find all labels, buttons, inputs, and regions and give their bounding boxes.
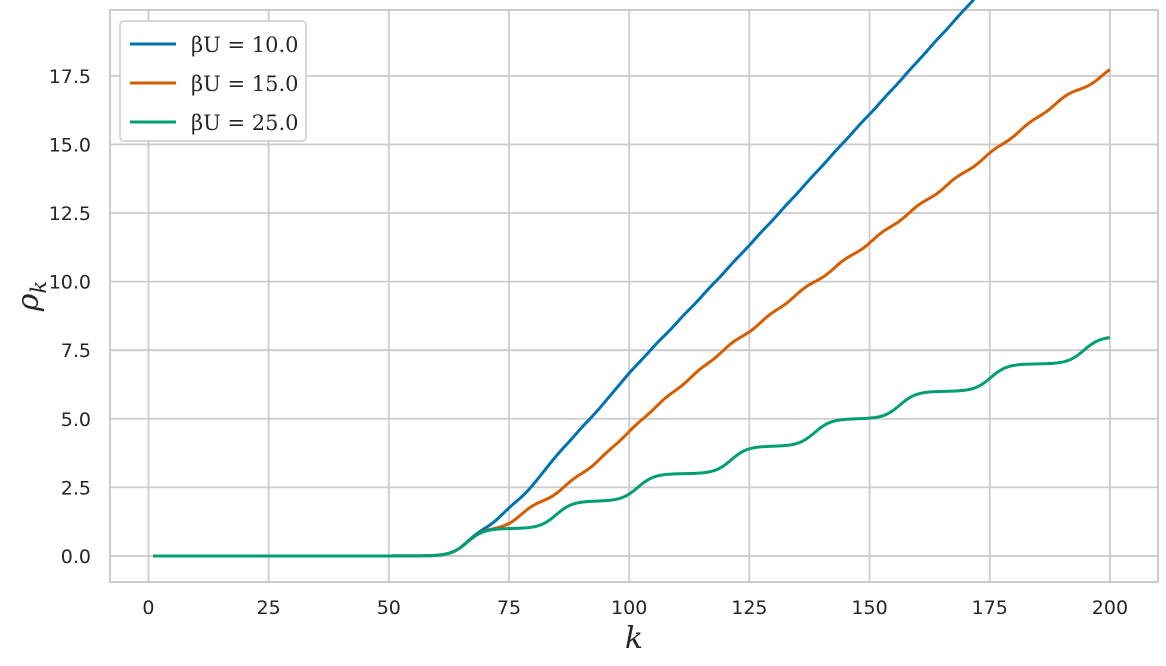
legend-label: βU = 10.0 [191,33,299,57]
y-tick-label: 0.0 [61,546,91,568]
legend: βU = 10.0 βU = 15.0 βU = 25.0 [119,20,307,142]
x-tick-label: 0 [142,597,154,619]
y-tick-label: 12.5 [49,203,91,225]
x-axis-label: k [625,621,643,656]
y-tick-label: 15.0 [49,134,91,156]
y-tick-label: 5.0 [61,409,91,431]
plot-frame [109,9,1159,583]
tick-labels: 0 25 50 75 100 125 150 175 200 0.0 2.5 5.0 7.5 10.0 12… [49,66,1128,619]
series-line-3 [152,336,1111,558]
legend-box [119,20,307,142]
x-tick-label: 200 [1092,597,1128,619]
series-line-2 [152,68,1111,558]
grid [110,10,1158,582]
y-tick-label: 7.5 [61,340,91,362]
series-lines [152,0,1111,558]
x-tick-label: 100 [611,597,647,619]
legend-label: βU = 25.0 [191,111,299,135]
x-tick-label: 125 [731,597,767,619]
x-tick-label: 25 [257,597,281,619]
y-tick-label: 17.5 [49,66,91,88]
x-tick-label: 150 [851,597,887,619]
x-tick-label: 75 [497,597,521,619]
legend-label: βU = 15.0 [191,72,299,96]
y-axis-label: ρk [11,281,51,312]
x-tick-label: 175 [972,597,1008,619]
y-tick-label: 2.5 [61,477,91,499]
x-tick-label: 50 [377,597,401,619]
y-tick-label: 10.0 [49,272,91,294]
